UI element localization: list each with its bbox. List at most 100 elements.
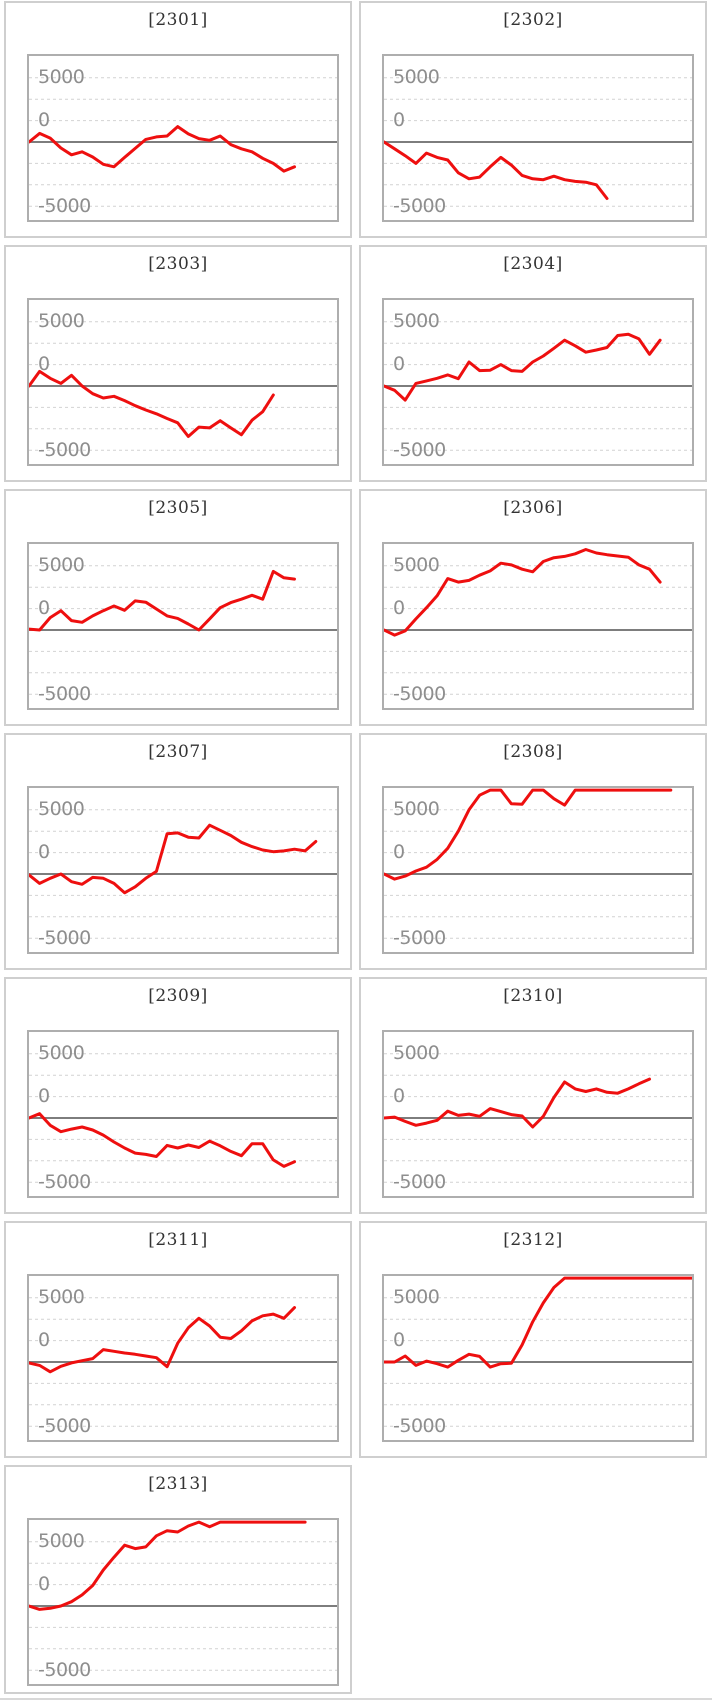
chart-canvas	[384, 77, 692, 207]
y-axis-label-neg5000: -5000	[393, 1415, 446, 1437]
y-axis-label-neg5000: -5000	[38, 1415, 91, 1437]
y-axis-label-neg5000: -5000	[38, 439, 91, 461]
y-axis-label-5000: 5000	[393, 1286, 440, 1308]
y-axis-label-neg5000: -5000	[38, 927, 91, 949]
y-axis-label-neg5000: -5000	[38, 1659, 91, 1681]
chart-plot: 5000 0 -5000	[27, 1274, 339, 1442]
chart-title: [2301]	[148, 10, 208, 30]
chart-title: [2307]	[148, 742, 208, 762]
series-line	[29, 369, 275, 438]
chart-card[interactable]: [2304] 5000 0 -5000	[359, 245, 707, 482]
chart-title: [2309]	[148, 986, 208, 1006]
chart-plot: 5000 0 -5000	[27, 542, 339, 710]
y-axis-label-0: 0	[393, 841, 405, 863]
y-axis-label-5000: 5000	[38, 1286, 85, 1308]
y-axis-label-0: 0	[38, 1085, 50, 1107]
y-axis-label-5000: 5000	[38, 554, 85, 576]
y-axis-label-neg5000: -5000	[393, 195, 446, 217]
y-axis-label-0: 0	[38, 1329, 50, 1351]
chart-canvas	[384, 548, 692, 695]
y-axis-label-neg5000: -5000	[393, 1171, 446, 1193]
series-line	[29, 1520, 307, 1611]
y-axis-label-5000: 5000	[393, 1042, 440, 1064]
chart-canvas	[384, 321, 692, 451]
chart-card[interactable]: [2307] 5000 0 -5000	[4, 733, 352, 970]
chart-card[interactable]: [2313] 5000 0 -5000	[4, 1465, 352, 1694]
y-axis-label-0: 0	[38, 597, 50, 619]
chart-card[interactable]: [2305] 5000 0 -5000	[4, 489, 352, 726]
series-line	[29, 1112, 296, 1168]
y-axis-label-neg5000: -5000	[38, 195, 91, 217]
series-line	[29, 125, 296, 173]
y-axis-label-0: 0	[38, 109, 50, 131]
chart-title: [2308]	[503, 742, 563, 762]
chart-title: [2304]	[503, 254, 563, 274]
chart-plot: 5000 0 -5000	[382, 298, 694, 466]
y-axis-label-5000: 5000	[393, 310, 440, 332]
chart-card[interactable]: [2309] 5000 0 -5000	[4, 977, 352, 1214]
y-axis-label-0: 0	[393, 353, 405, 375]
chart-canvas	[29, 77, 337, 207]
y-axis-label-5000: 5000	[38, 66, 85, 88]
chart-canvas	[384, 788, 692, 939]
chart-card[interactable]: [2311] 5000 0 -5000	[4, 1221, 352, 1458]
y-axis-label-5000: 5000	[393, 66, 440, 88]
chart-plot: 5000 0 -5000	[27, 298, 339, 466]
chart-canvas	[29, 1053, 337, 1183]
chart-plot: 5000 0 -5000	[382, 1274, 694, 1442]
chart-title: [2306]	[503, 498, 563, 518]
y-axis-label-5000: 5000	[393, 554, 440, 576]
chart-canvas	[29, 809, 337, 939]
chart-card[interactable]: [2301] 5000 0 -5000	[4, 1, 352, 238]
chart-card[interactable]: [2308] 5000 0 -5000	[359, 733, 707, 970]
series-line	[29, 823, 318, 895]
chart-title: [2313]	[148, 1474, 208, 1494]
y-axis-label-0: 0	[38, 1573, 50, 1595]
y-axis-label-neg5000: -5000	[38, 683, 91, 705]
y-axis-label-0: 0	[393, 1329, 405, 1351]
y-axis-label-0: 0	[38, 353, 50, 375]
series-line	[384, 548, 662, 637]
chart-card[interactable]: [2302] 5000 0 -5000	[359, 1, 707, 238]
series-line	[384, 788, 673, 881]
series-line	[29, 569, 296, 632]
bottom-divider	[0, 1698, 712, 1700]
y-axis-label-0: 0	[38, 841, 50, 863]
chart-card[interactable]: [2310] 5000 0 -5000	[359, 977, 707, 1214]
chart-title: [2302]	[503, 10, 563, 30]
chart-plot: 5000 0 -5000	[27, 786, 339, 954]
chart-title: [2310]	[503, 986, 563, 1006]
chart-title: [2311]	[148, 1230, 208, 1250]
chart-plot: 5000 0 -5000	[27, 1030, 339, 1198]
series-line	[384, 332, 662, 402]
series-line	[384, 1276, 692, 1369]
chart-card[interactable]: [2306] 5000 0 -5000	[359, 489, 707, 726]
chart-plot: 5000 0 -5000	[382, 1030, 694, 1198]
y-axis-label-neg5000: -5000	[393, 683, 446, 705]
chart-plot: 5000 0 -5000	[27, 1518, 339, 1686]
chart-card[interactable]: [2312] 5000 0 -5000	[359, 1221, 707, 1458]
chart-canvas	[29, 565, 337, 695]
chart-canvas	[29, 1520, 337, 1671]
y-axis-label-5000: 5000	[38, 1530, 85, 1552]
y-axis-label-0: 0	[393, 109, 405, 131]
chart-canvas	[384, 1276, 692, 1427]
y-axis-label-5000: 5000	[38, 798, 85, 820]
chart-plot: 5000 0 -5000	[382, 54, 694, 222]
chart-plot: 5000 0 -5000	[382, 542, 694, 710]
series-line	[384, 140, 609, 200]
y-axis-label-5000: 5000	[38, 310, 85, 332]
series-line	[384, 1077, 651, 1129]
chart-title: [2303]	[148, 254, 208, 274]
y-axis-label-0: 0	[393, 597, 405, 619]
chart-card[interactable]: [2303] 5000 0 -5000	[4, 245, 352, 482]
chart-canvas	[384, 1053, 692, 1183]
chart-plot: 5000 0 -5000	[382, 786, 694, 954]
chart-title: [2312]	[503, 1230, 563, 1250]
y-axis-label-5000: 5000	[393, 798, 440, 820]
y-axis-label-neg5000: -5000	[393, 439, 446, 461]
chart-canvas	[29, 321, 337, 451]
y-axis-label-0: 0	[393, 1085, 405, 1107]
